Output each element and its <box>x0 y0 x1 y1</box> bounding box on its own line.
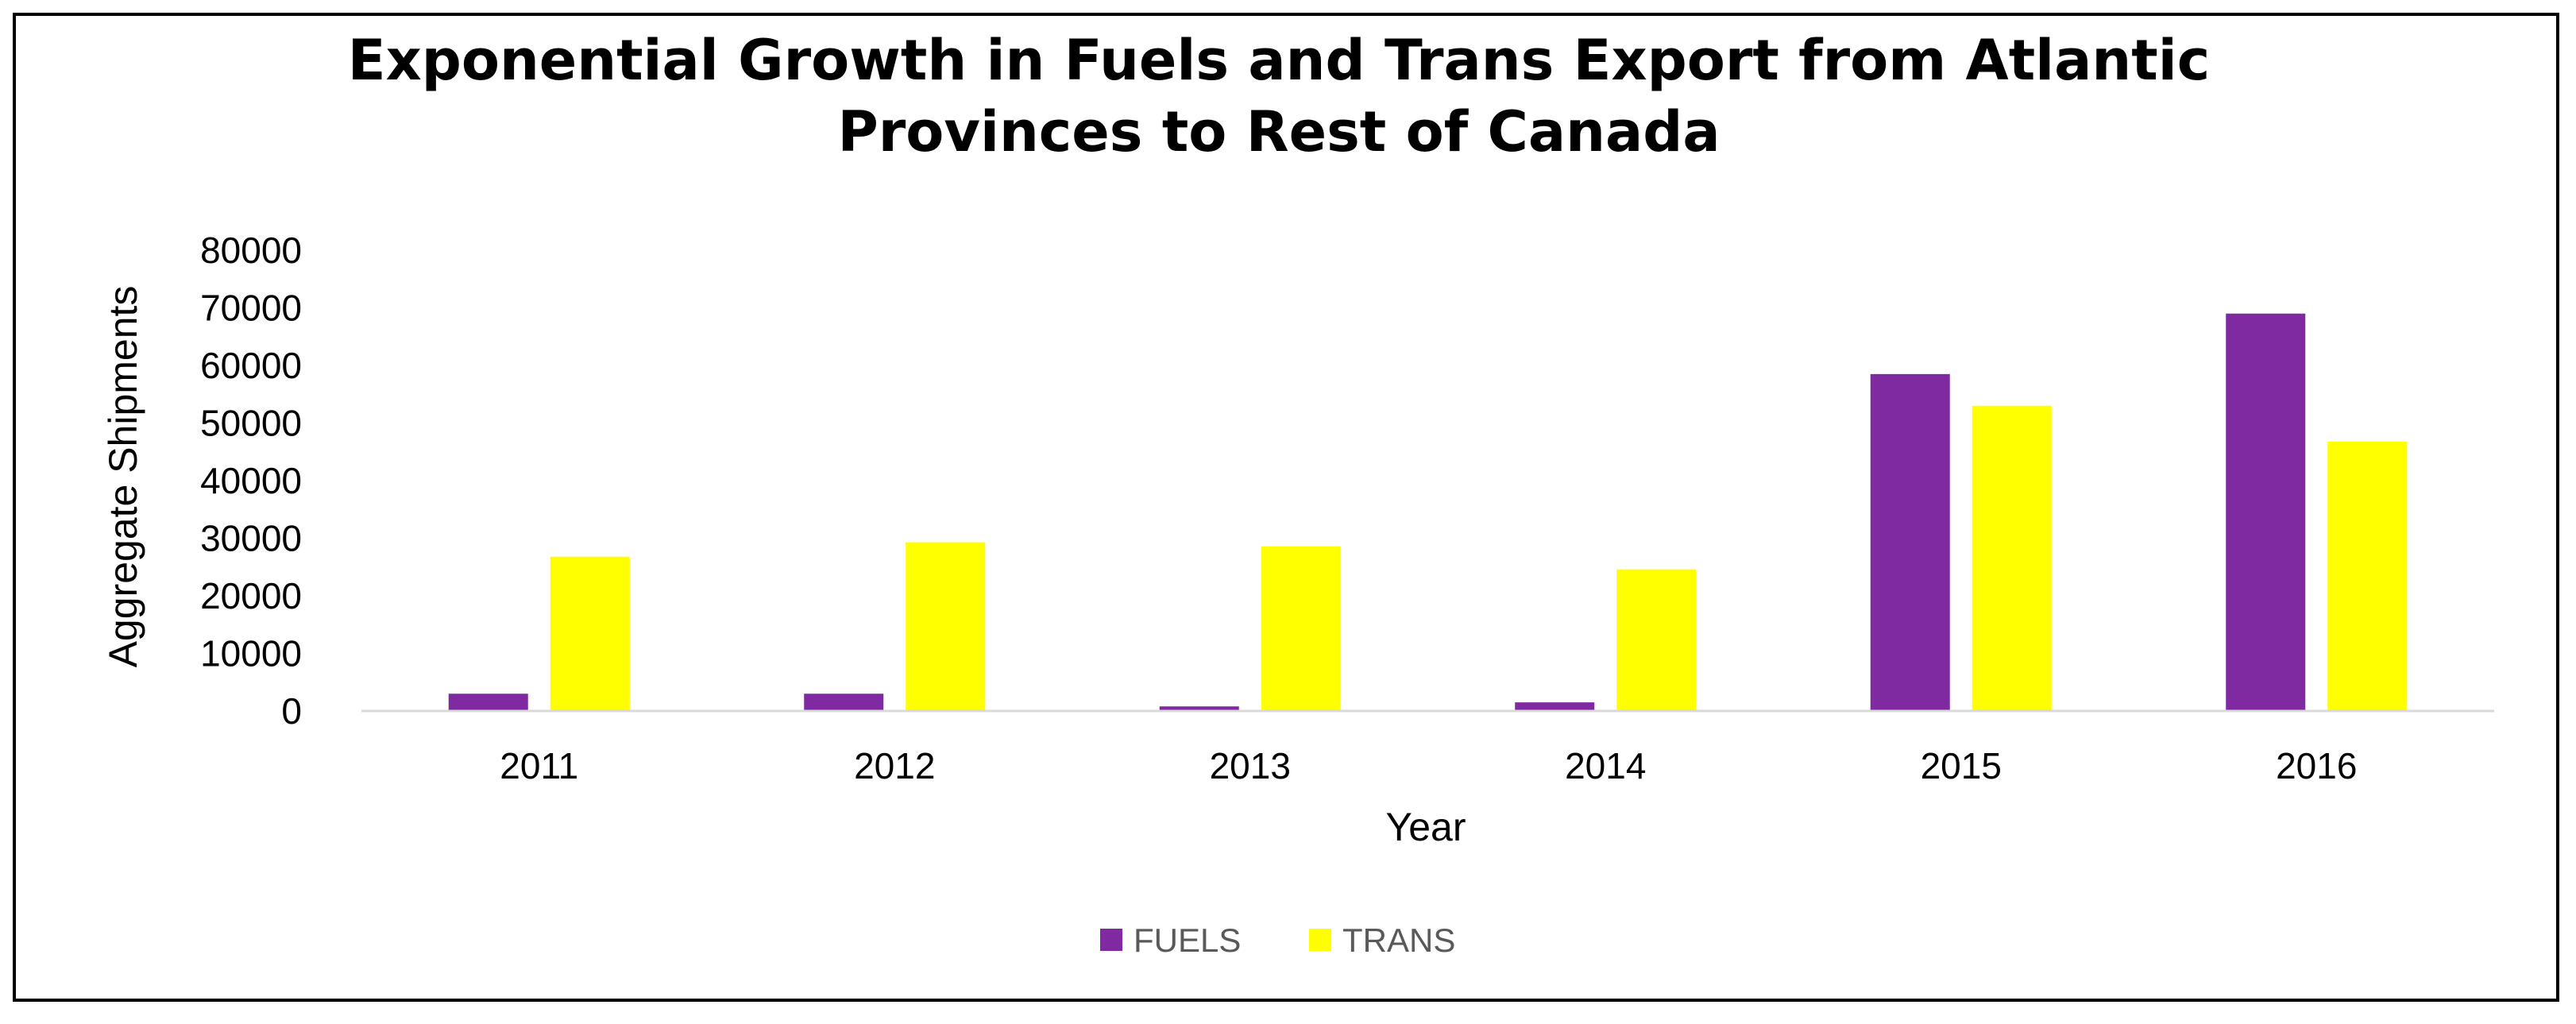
bars <box>448 313 2408 711</box>
bar-trans-2014 <box>1616 569 1697 711</box>
y-tick-label: 0 <box>281 690 302 732</box>
x-tick-label: 2013 <box>1210 745 1291 786</box>
bar-fuels-2011 <box>448 694 528 711</box>
y-tick-label: 40000 <box>200 460 302 501</box>
x-tick-label: 2011 <box>500 745 578 786</box>
y-tick-label: 60000 <box>200 345 302 386</box>
y-axis-label: Aggregate Shipments <box>101 286 145 668</box>
bar-trans-2013 <box>1261 546 1341 711</box>
x-tick-label: 2015 <box>1921 745 2002 786</box>
x-axis-ticks: 2011 2012 2013 2014 2015 2016 <box>500 745 2357 786</box>
bar-fuels-2012 <box>804 694 884 711</box>
x-tick-label: 2016 <box>2276 745 2357 786</box>
x-axis-label: Year <box>1385 805 1466 849</box>
bar-fuels-2014 <box>1515 702 1595 711</box>
bar-fuels-2015 <box>1870 373 1950 711</box>
bar-trans-2016 <box>2327 441 2408 711</box>
x-tick-label: 2014 <box>1565 745 1646 786</box>
y-tick-label: 30000 <box>200 518 302 559</box>
y-tick-label: 10000 <box>200 633 302 674</box>
legend-swatch-trans <box>1309 929 1331 951</box>
chart-title-line-2: Provinces to Rest of Canada <box>837 99 1720 164</box>
y-tick-label: 70000 <box>200 288 302 329</box>
chart-title-line-1: Exponential Growth in Fuels and Trans Ex… <box>348 28 2210 93</box>
x-tick-label: 2012 <box>854 745 935 786</box>
y-tick-label: 50000 <box>200 403 302 444</box>
legend: FUELS TRANS <box>1100 922 1455 959</box>
legend-label-fuels: FUELS <box>1134 922 1241 959</box>
y-tick-label: 80000 <box>200 230 302 271</box>
legend-label-trans: TRANS <box>1342 922 1455 959</box>
chart-frame <box>13 13 2559 1002</box>
bar-fuels-2013 <box>1159 706 1239 711</box>
bar-trans-2015 <box>1972 405 2052 711</box>
bar-trans-2012 <box>906 542 986 711</box>
bar-fuels-2016 <box>2226 313 2306 711</box>
bar-trans-2011 <box>550 556 630 711</box>
legend-swatch-fuels <box>1100 929 1122 951</box>
y-axis-ticks: 0 10000 20000 30000 40000 50000 60000 70000 8000… <box>200 230 302 732</box>
y-tick-label: 20000 <box>200 575 302 616</box>
